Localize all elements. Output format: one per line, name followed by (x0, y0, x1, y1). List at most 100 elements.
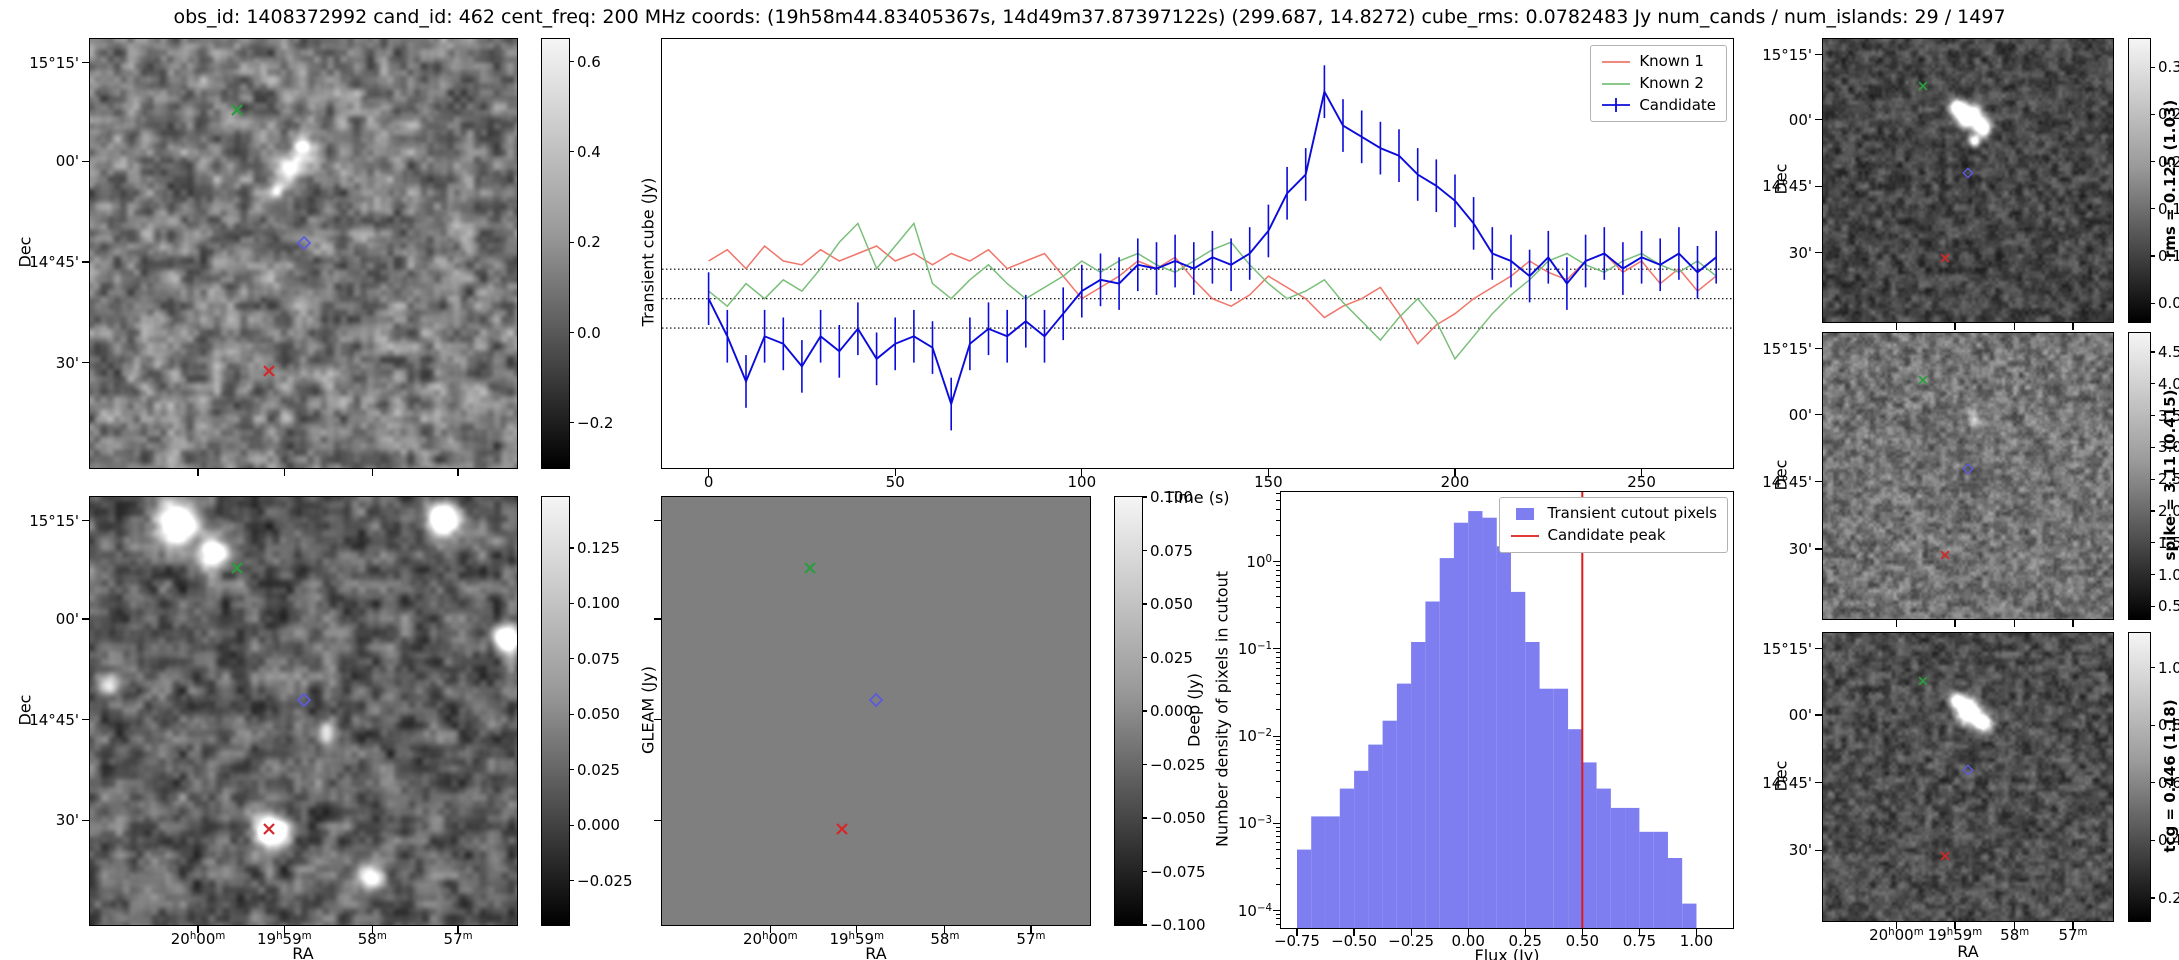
histogram-bar (1525, 642, 1540, 928)
rms-colorbar: 0.30 0.25 0.20 0.15 0.10 0.05 (2128, 38, 2179, 323)
colorbar-tick-mark (2150, 255, 2155, 257)
colorbar-tick-label: 0.5 (2158, 597, 2179, 616)
tcg-colorbar: 1.0 0.8 0.6 0.4 0.2 (2128, 632, 2179, 922)
ra-tick-label: 19h59m (256, 930, 312, 948)
legend-row-peak: Candidate peak (1510, 525, 1717, 547)
colorbar-tick-label: 0.8 (2158, 716, 2179, 735)
hist-x-tick-mark (1296, 928, 1298, 936)
ra-tick-mark (856, 925, 858, 933)
hist-y-minor-tick-mark (1276, 606, 1281, 608)
hist-y-tick-label: 10−3 (1237, 814, 1272, 833)
colorbar-tick-label: 0.0 (577, 323, 601, 342)
ra-tick-label: 57m (443, 930, 473, 948)
green-x-marker (803, 561, 816, 574)
hist-y-minor-tick-mark (1276, 842, 1281, 844)
ra-tick-mark (2014, 322, 2016, 330)
hist-y-minor-tick-mark (1276, 595, 1281, 597)
colorbar-tick-label: 0.100 (1150, 488, 1193, 506)
dec-tick-label: 14°45' (1762, 773, 1812, 792)
dec-tick-label: 00' (55, 609, 79, 628)
green-x-marker (1918, 375, 1928, 385)
colorbar-tick-mark (569, 824, 574, 826)
dec-tick-mark (1815, 548, 1823, 550)
deep-colorbar-gradient (1115, 497, 1142, 925)
colorbar-tick-label: 0.100 (577, 594, 620, 613)
colorbar-tick-mark (569, 151, 574, 153)
spike-colorbar-gradient (2129, 333, 2150, 619)
ra-tick-label: 19h59m (829, 930, 885, 948)
dec-tick-label: 15°15' (1762, 339, 1812, 358)
hist-y-minor-tick-mark (1276, 883, 1281, 885)
colorbar-tick-mark (1142, 496, 1147, 498)
colorbar-tick-mark (2150, 897, 2155, 899)
hist-y-minor-tick-mark (1276, 831, 1281, 833)
hist-y-minor-tick-mark (1276, 569, 1281, 571)
dec-tick-label: 30' (1788, 841, 1812, 860)
hist-x-tick-label: 1.00 (1679, 932, 1714, 950)
colorbar-tick-label: −0.2 (577, 413, 614, 432)
candidate-diamond-marker (1962, 764, 1974, 776)
colorbar-tick-mark (1142, 870, 1147, 873)
hist-y-minor-tick-mark (1276, 565, 1281, 567)
hist-y-minor-tick-mark (1276, 868, 1281, 870)
dec-tick-mark (1815, 252, 1823, 254)
deep-colorbar-label: Deep (Jy) (1184, 673, 1204, 747)
hist-y-minor-tick-mark (1276, 587, 1281, 589)
dec-tick-label: 30' (1788, 243, 1812, 262)
histogram-bar (1382, 720, 1397, 928)
gleam-colorbar-gradient (542, 497, 569, 925)
dec-tick-label: 15°15' (29, 511, 79, 530)
colorbar-tick-label: 0.05 (2158, 294, 2179, 313)
colorbar-tick-label: −0.050 (1150, 809, 1206, 827)
deep-colorbar: 0.100 0.075 0.050 0.025 0.000 −0.025 −0.050 −0.… (1114, 488, 1206, 934)
ra-tick-mark (197, 925, 199, 933)
colorbar-tick-label: 3.0 (2158, 438, 2179, 457)
hist-y-minor-tick-mark (1276, 739, 1281, 741)
legend-label-pixels: Transient cutout pixels (1547, 504, 1717, 522)
histogram-bar (1639, 831, 1654, 928)
colorbar-tick-label: 0.4 (577, 142, 601, 161)
dec-tick-mark (82, 261, 90, 263)
colorbar-tick-mark (1142, 549, 1147, 552)
hist-y-minor-tick-mark (1276, 674, 1281, 676)
ra-tick-label: 58m (930, 930, 960, 948)
colorbar-tick-mark (2150, 782, 2155, 784)
hist-y-tick-mark (1273, 561, 1281, 563)
candidate-errorbars (707, 65, 1717, 431)
colorbar-tick-label: 0.075 (577, 649, 620, 668)
histogram-legend: Transient cutout pixels Candidate peak (1498, 497, 1728, 553)
hist-x-tick-label: −0.25 (1388, 932, 1435, 950)
histogram-bar (1667, 858, 1683, 928)
dec-tick-label: 00' (1788, 706, 1812, 725)
lc-x-tick-mark (708, 468, 710, 476)
ra-tick-mark (1895, 322, 1897, 330)
hist-y-minor-tick-mark (1276, 534, 1281, 536)
hist-y-minor-tick-mark (1276, 923, 1281, 925)
known1-line-sample (1601, 54, 1631, 70)
dec-tick-label: 30' (55, 811, 79, 830)
ra-tick-mark (1954, 921, 1956, 929)
hist-y-minor-tick-mark (1276, 500, 1281, 502)
colorbar-tick-label: 4.0 (2158, 374, 2179, 393)
legend-row-pixels: Transient cutout pixels (1510, 503, 1717, 525)
histogram-bar (1682, 903, 1697, 928)
colorbar-tick-label: −0.025 (577, 871, 633, 890)
ra-tick-mark (371, 468, 373, 476)
colorbar-tick-mark (1142, 656, 1147, 659)
known2-line-sample (1601, 76, 1631, 92)
histogram-bar (1568, 729, 1583, 928)
dec-tick-mark (1815, 119, 1823, 121)
hist-y-minor-tick-mark (1276, 580, 1281, 582)
hist-y-tick-mark (1273, 822, 1281, 824)
transient-cutout-panel: 15°15' 00' 14°45' 30' (29, 38, 518, 476)
histogram-bar (1339, 788, 1355, 928)
colorbar-tick-label: 0.075 (1150, 541, 1193, 560)
candidate-diamond-marker (1962, 463, 1974, 475)
colorbar-tick-label: −0.075 (1150, 862, 1206, 881)
colorbar-tick-mark (1142, 924, 1147, 926)
colorbar-tick-label: 0.025 (577, 760, 620, 779)
dec-tick-mark (1815, 714, 1823, 716)
hist-y-minor-tick-mark (1276, 770, 1281, 772)
lc-x-tick-mark (894, 468, 896, 476)
colorbar-tick-label: 0.25 (2158, 105, 2179, 124)
